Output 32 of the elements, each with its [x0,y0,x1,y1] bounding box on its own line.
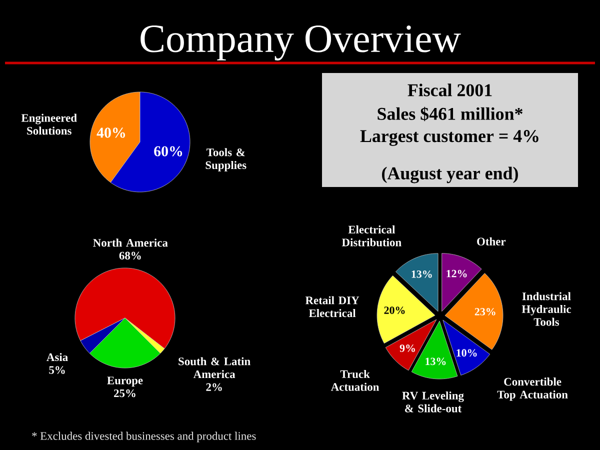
slice-label: North America [93,238,168,247]
text: (August year end) [382,166,518,184]
data-label: 13% [426,358,446,366]
data-label: 40% [96,128,125,138]
data-label: 5% [49,366,65,374]
slice-label: Electrical Distribution [342,225,402,246]
slice-label: Europe [107,376,143,387]
slice-label: South & Latin America [178,357,250,378]
slice-label: Other [477,237,506,246]
slice-label: RV Leveling & Slide-out [402,391,464,412]
slice-label: Convertible Top Actuation [497,378,568,401]
data-label: 9% [400,344,415,352]
slice-label: Asia [46,352,68,362]
slice-label: Industrial Hydraulic Tools [522,292,572,326]
slice-label: Truck Actuation [330,370,380,391]
data-label: 25% [114,389,136,398]
slice-label: Tools & Supplies [206,148,246,172]
slice-label: Retail DIY Electrical [305,296,360,318]
data-label: 13% [412,270,432,278]
data-label: 12% [446,270,467,278]
data-label: 10% [456,349,477,357]
data-label: 68% [119,252,141,260]
text: Sales $461 million* [378,106,522,122]
chart-title: Company Overview [140,26,461,60]
data-label: 60% [154,146,182,156]
data-label: 20% [384,306,405,314]
text: Largest customer = 4% [360,130,538,146]
text: * Excludes divested businesses and product lines [32,432,256,442]
text: Fiscal 2001 [408,84,492,96]
data-label: 23% [474,308,496,316]
data-label: 2% [206,383,222,391]
slice-label: Engineered Solutions [21,114,77,135]
